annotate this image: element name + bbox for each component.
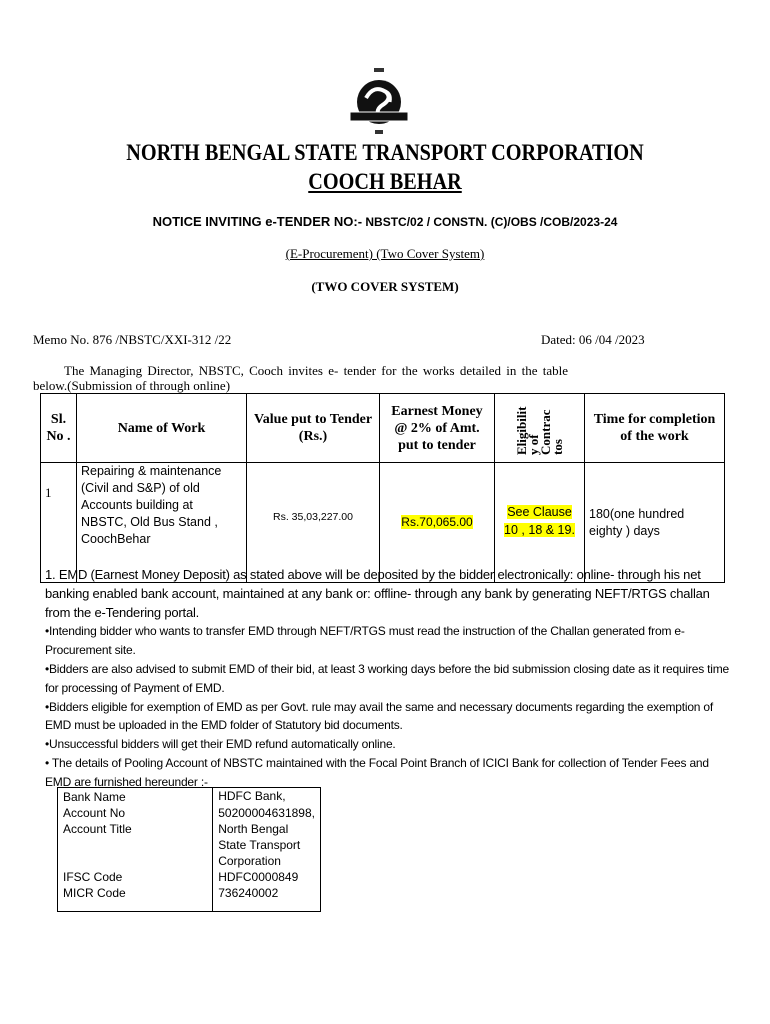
- bank-value: 50200004631898,: [212, 805, 321, 821]
- bank-value: 736240002: [212, 885, 321, 912]
- cell-sl: 1: [40, 462, 77, 583]
- instruction-item: •Bidders eligible for exemption of EMD a…: [45, 699, 714, 733]
- bank-label: Account No: [56, 805, 214, 821]
- instruction-item: • The details of Pooling Account of NBST…: [45, 755, 709, 789]
- memo-number: Memo No. 876 /NBSTC/XXI-312 /22: [33, 332, 232, 347]
- instruction-item: 1. EMD (Earnest Money Deposit) as stated…: [45, 567, 710, 620]
- works-table: Sl. No . Name of Work Value put to Tende…: [40, 393, 725, 583]
- bank-row: IFSC Code HDFC0000849: [56, 869, 321, 885]
- table-header-row: Sl. No . Name of Work Value put to Tende…: [40, 393, 725, 463]
- cell-emd: Rs.70,065.00: [401, 514, 473, 529]
- header-eligibility: Eligibilit y of Contrac tos: [513, 406, 565, 455]
- bank-label: Account Title: [56, 821, 214, 869]
- bank-value: HDFC0000849: [212, 869, 321, 885]
- bank-row: MICR Code 736240002: [56, 885, 321, 912]
- city-name: COOCH BEHAR: [308, 169, 462, 194]
- intro-line: below.(Submission of through online): [33, 378, 231, 393]
- org-name: NORTH BENGAL STATE TRANSPORT CORPORATION: [126, 140, 644, 165]
- bank-row: Account No 50200004631898,: [56, 805, 321, 821]
- header-value: Value put to Tender (Rs.): [246, 393, 380, 463]
- bank-row: Account Title North Bengal State Transpor…: [56, 821, 321, 869]
- cell-name: Repairing & maintenance (Civil and S&P) …: [76, 462, 247, 583]
- bank-label: MICR Code: [56, 885, 214, 912]
- cell-value: Rs. 35,03,227.00: [246, 462, 380, 583]
- instruction-item: •Intending bidder who wants to transfer …: [45, 624, 685, 658]
- header-earnest-money: Earnest Money @ 2% of Amt. put to tender: [379, 393, 495, 463]
- procurement-type: (E-Procurement) (Two Cover System): [285, 246, 485, 261]
- header-time: Time for completion of the work: [584, 393, 725, 463]
- bank-value: North Bengal State Transport Corporation: [212, 821, 321, 869]
- notice-prefix: NOTICE INVITING e-TENDER NO:-: [152, 214, 363, 229]
- intro-line: The Managing Director, NBSTC, Cooch invi…: [64, 363, 569, 378]
- cell-eligibility: See Clause 10 , 18 & 19.: [504, 504, 575, 537]
- bank-label: Bank Name: [56, 787, 214, 805]
- notice-number: NBSTC/02 / CONSTN. (C)/OBS /COB/2023-24: [362, 215, 618, 229]
- cover-system: (TWO COVER SYSTEM): [311, 279, 459, 294]
- memo-date: Dated: 06 /04 /2023: [541, 332, 645, 347]
- bank-label: IFSC Code: [56, 869, 214, 885]
- bank-value: HDFC Bank,: [212, 787, 321, 805]
- table-row: 1 Repairing & maintenance (Civil and S&P…: [40, 462, 725, 583]
- cell-time: 180(one hundred eighty ) days: [584, 462, 725, 583]
- bank-details-table: Bank Name HDFC Bank, Account No 5020000463…: [56, 787, 321, 912]
- nbstc-logo-icon: [349, 68, 409, 134]
- bank-row: Bank Name HDFC Bank,: [56, 787, 321, 805]
- emd-instructions: 1. EMD (Earnest Money Deposit) as stated…: [45, 566, 735, 792]
- header-name-of-work: Name of Work: [76, 393, 247, 463]
- instruction-item: •Unsuccessful bidders will get their EMD…: [45, 737, 396, 752]
- instruction-item: •Bidders are also advised to submit EMD …: [45, 661, 730, 695]
- header-sl-no: Sl. No .: [40, 393, 77, 463]
